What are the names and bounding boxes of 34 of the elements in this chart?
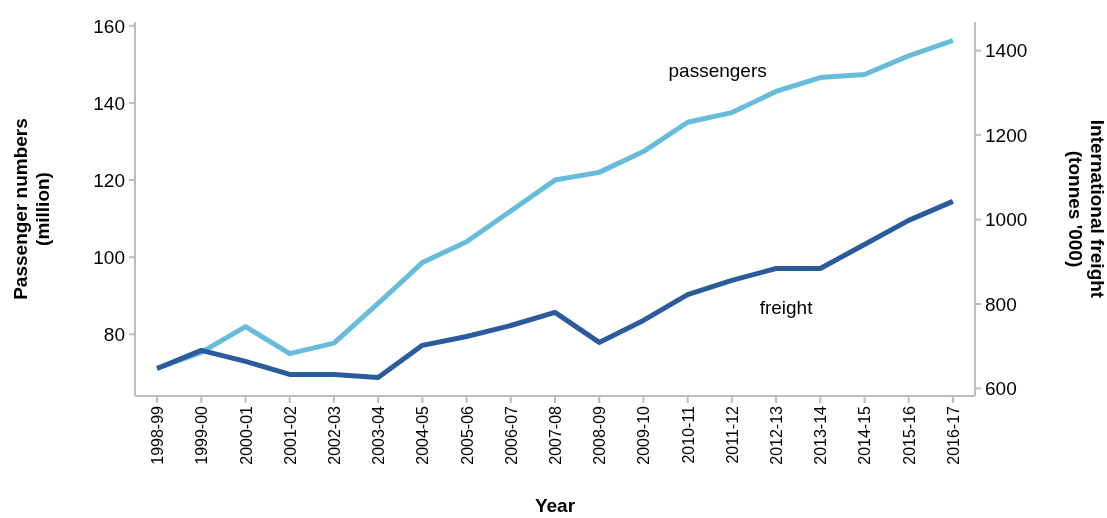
x-tick-label: 2000-01: [237, 405, 255, 465]
x-tick-label: 2003-04: [370, 405, 388, 465]
y-tick-label: 80: [103, 323, 125, 345]
x-tick-label: 2007-08: [547, 405, 564, 465]
y-axis-title: Passenger numbers (million): [10, 118, 53, 300]
x-tick-label: 2002-03: [325, 405, 343, 465]
x-tick-label: 2006-07: [502, 405, 520, 465]
y-tick-label: 160: [93, 15, 125, 37]
x-tick-label: 1998-99: [149, 405, 167, 465]
y-tick-label: 100: [93, 246, 125, 268]
x-axis-title: Year: [534, 495, 576, 516]
x-tick-label: 2001-02: [281, 405, 299, 465]
x-tick-label: 2012-13: [768, 405, 786, 465]
x-tick-label: 2013-14: [812, 405, 830, 465]
y2-axis-title: International freight (tonnes '000): [1065, 119, 1107, 299]
y2-tick-label: 1400: [985, 40, 1028, 62]
x-tick-label: 2010-11: [679, 405, 697, 464]
x-tick-label: 2009-10: [635, 405, 653, 465]
x-tick-label: 2011-12: [723, 405, 741, 464]
x-tick-label: 2014-15: [856, 405, 874, 465]
y2-tick-label: 1200: [985, 124, 1028, 146]
x-tick-label: 2015-16: [900, 405, 918, 465]
y-tick-label: 120: [93, 169, 125, 191]
y2-tick-label: 800: [985, 293, 1017, 315]
y2-tick-label: 1000: [985, 209, 1028, 231]
x-tick-label: 1999-00: [193, 405, 211, 465]
series-label: freight: [759, 296, 814, 318]
x-tick-label: 2004-05: [414, 405, 432, 465]
x-tick-label: 2016-17: [944, 405, 962, 465]
series-label: passengers: [668, 60, 767, 82]
y-tick-label: 140: [93, 92, 125, 114]
x-tick-label: 2008-09: [591, 405, 609, 465]
x-tick-label: 2005-06: [458, 405, 476, 465]
y2-tick-label: 600: [985, 378, 1017, 400]
